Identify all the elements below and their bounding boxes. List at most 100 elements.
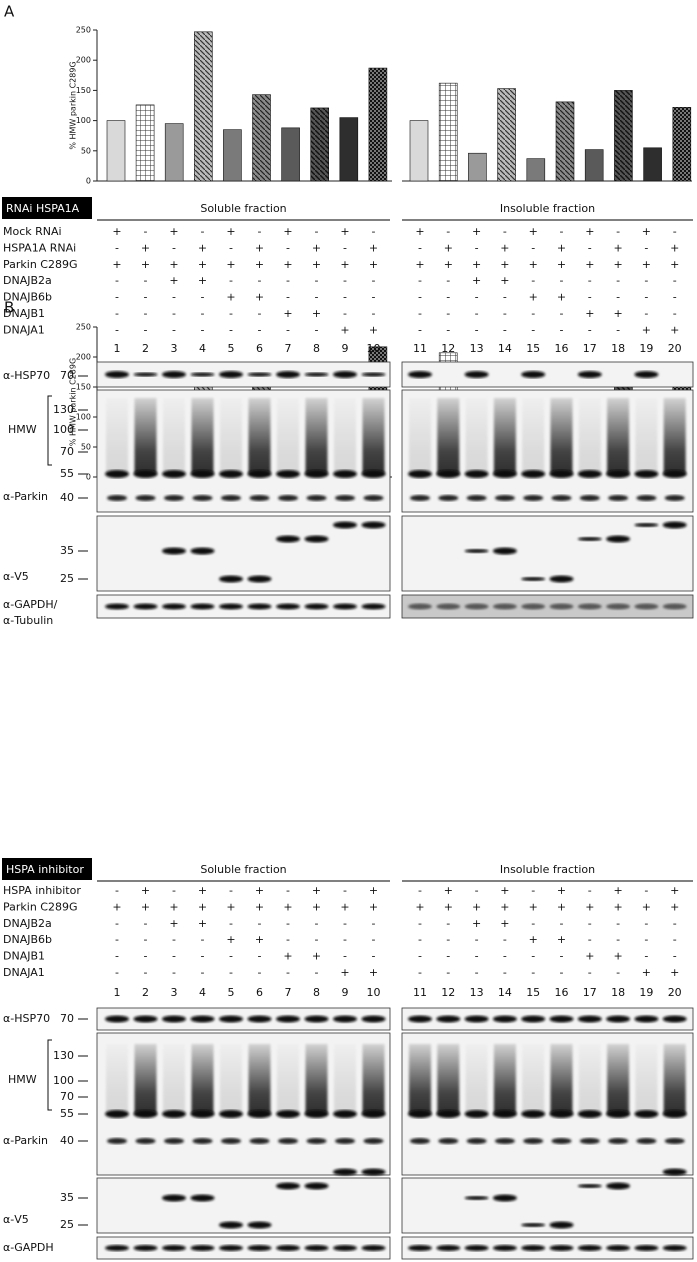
sign: - (144, 917, 148, 930)
band (219, 1015, 243, 1023)
sign: - (560, 225, 564, 238)
sign: + (500, 900, 509, 913)
sign: - (144, 274, 148, 287)
y-tick-label: 0 (86, 473, 91, 482)
blot (401, 361, 694, 388)
sign: + (670, 323, 679, 336)
blot (401, 515, 694, 592)
sign: + (613, 884, 622, 897)
band (577, 537, 602, 541)
row-label: DNAJB2a (3, 917, 52, 930)
sign: - (418, 323, 422, 336)
sign: - (115, 966, 119, 979)
sign: + (585, 900, 594, 913)
sign: - (115, 884, 119, 897)
sign: - (503, 307, 507, 320)
band (276, 470, 300, 478)
lane-number: 10 (367, 342, 381, 355)
sign: + (198, 274, 207, 287)
band (335, 495, 355, 501)
sign: - (446, 966, 450, 979)
sign: + (312, 950, 321, 963)
band (606, 535, 631, 543)
marker-label: 25 (60, 572, 74, 585)
smear (277, 1044, 299, 1114)
band (190, 1194, 215, 1202)
sign: + (642, 225, 651, 238)
sign: + (312, 307, 321, 320)
sign: + (369, 884, 378, 897)
lane-number: 11 (413, 986, 427, 999)
band (219, 1110, 243, 1118)
band (606, 1015, 631, 1023)
sign: - (560, 966, 564, 979)
sign: + (226, 291, 235, 304)
band (190, 470, 215, 478)
band (247, 1015, 272, 1023)
sign: - (144, 291, 148, 304)
band (608, 1138, 629, 1144)
sign: + (529, 258, 538, 271)
sign: + (613, 950, 622, 963)
marker-label: 25 (60, 1218, 74, 1231)
sign: - (644, 933, 648, 946)
y-tick-label: 250 (76, 26, 91, 35)
band (219, 1245, 243, 1251)
smear (191, 398, 214, 474)
sign: + (112, 225, 121, 238)
sign: - (503, 933, 507, 946)
sign: + (642, 900, 651, 913)
sign: - (144, 933, 148, 946)
band (577, 371, 602, 378)
marker-label: 40 (60, 491, 74, 504)
blot-label: α-HSP70 (3, 369, 50, 382)
sign: - (229, 323, 233, 336)
sign: - (115, 323, 119, 336)
sign: - (475, 323, 479, 336)
sign: - (616, 933, 620, 946)
sign: + (670, 966, 679, 979)
band (492, 1245, 517, 1251)
bar (584, 149, 604, 182)
band (361, 470, 386, 478)
sign: - (616, 966, 620, 979)
lane-number: 2 (142, 342, 149, 355)
band (105, 371, 129, 378)
band (247, 575, 272, 583)
y-tick-label: 100 (76, 116, 91, 125)
smear (409, 1044, 431, 1114)
band (521, 1110, 546, 1118)
band (133, 372, 158, 377)
band (606, 603, 631, 610)
band (247, 603, 272, 610)
sign: - (673, 274, 677, 287)
marker-label: 100 (53, 1074, 74, 1087)
sign: - (372, 274, 376, 287)
sign: + (613, 241, 622, 254)
y-tick-label: 250 (76, 323, 91, 332)
band (105, 1245, 129, 1251)
sign: + (283, 258, 292, 271)
band (190, 1110, 215, 1118)
sign: + (255, 258, 264, 271)
band (304, 535, 329, 543)
sign: - (229, 307, 233, 320)
band (606, 1110, 631, 1118)
sign: + (255, 291, 264, 304)
band (190, 1245, 215, 1251)
bar (409, 120, 429, 182)
sign: - (229, 950, 233, 963)
bar (468, 152, 487, 182)
lane-number: 12 (441, 986, 455, 999)
band (361, 1110, 386, 1118)
band (464, 1015, 489, 1023)
blot (401, 594, 694, 619)
sign: + (472, 225, 481, 238)
sign: - (616, 274, 620, 287)
smear (220, 1044, 242, 1114)
band (492, 1194, 517, 1202)
band (662, 603, 687, 610)
sign: - (144, 950, 148, 963)
sign: - (644, 950, 648, 963)
sign: - (343, 241, 347, 254)
